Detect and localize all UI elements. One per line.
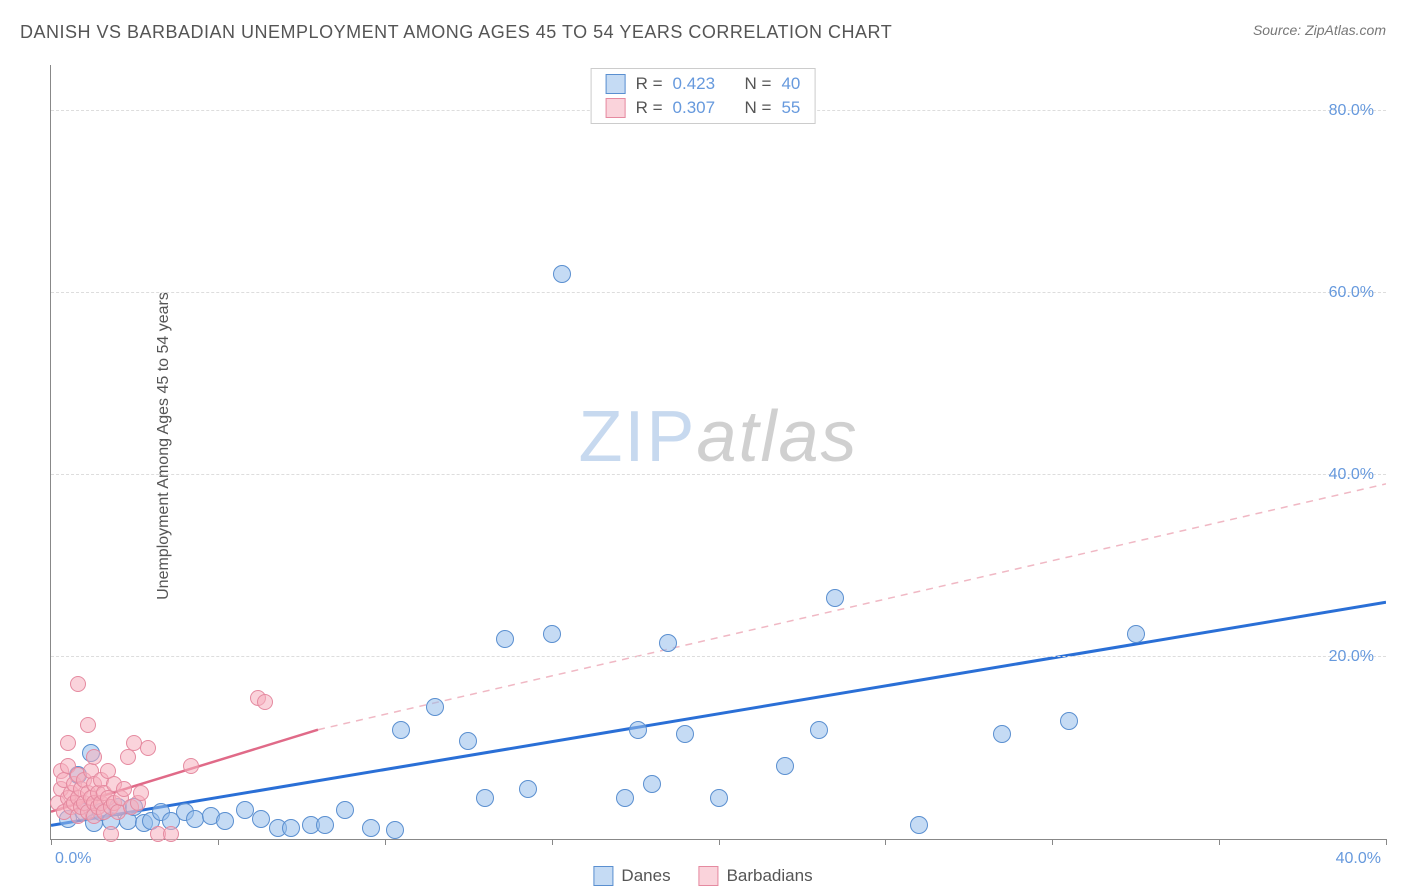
gridline (51, 292, 1386, 293)
x-tick (1219, 839, 1220, 845)
point-dane (659, 634, 677, 652)
n-label: N = (745, 74, 772, 94)
point-dane (476, 789, 494, 807)
y-tick-label: 40.0% (1329, 466, 1374, 484)
point-dane (426, 698, 444, 716)
legend-item-danes: Danes (593, 866, 670, 886)
watermark-zip: ZIP (578, 397, 696, 477)
y-tick-label: 20.0% (1329, 648, 1374, 666)
point-dane (676, 725, 694, 743)
y-tick-label: 80.0% (1329, 102, 1374, 120)
point-dane (336, 801, 354, 819)
point-dane (316, 816, 334, 834)
source-label: Source: ZipAtlas.com (1253, 22, 1386, 38)
swatch-blue-icon (593, 866, 613, 886)
point-barbadian (163, 826, 179, 842)
x-tick (885, 839, 886, 845)
chart-title: DANISH VS BARBADIAN UNEMPLOYMENT AMONG A… (20, 22, 892, 43)
point-barbadian (140, 740, 156, 756)
point-dane (710, 789, 728, 807)
point-dane (629, 721, 647, 739)
bottom-legend: Danes Barbadians (593, 866, 812, 886)
point-dane (643, 775, 661, 793)
point-dane (496, 630, 514, 648)
point-dane (810, 721, 828, 739)
gridline (51, 474, 1386, 475)
r-value-barbadians: 0.307 (673, 98, 716, 118)
point-dane (1127, 625, 1145, 643)
x-tick-right: 40.0% (1336, 850, 1381, 868)
point-dane (459, 732, 477, 750)
trend-line (318, 484, 1386, 730)
legend-label-barbadians: Barbadians (727, 866, 813, 886)
r-label: R = (636, 74, 663, 94)
n-value-danes: 40 (781, 74, 800, 94)
point-barbadian (133, 785, 149, 801)
point-dane (910, 816, 928, 834)
point-dane (776, 757, 794, 775)
r-value-danes: 0.423 (673, 74, 716, 94)
stats-legend: R = 0.423 N = 40 R = 0.307 N = 55 (591, 68, 816, 124)
stats-row-barbadians: R = 0.307 N = 55 (606, 96, 801, 120)
watermark: ZIPatlas (578, 396, 858, 478)
point-dane (993, 725, 1011, 743)
r-label: R = (636, 98, 663, 118)
point-barbadian (60, 735, 76, 751)
swatch-pink-icon (606, 98, 626, 118)
trend-lines-svg (51, 65, 1386, 839)
watermark-atlas: atlas (696, 397, 858, 477)
point-dane (186, 810, 204, 828)
x-tick (1386, 839, 1387, 845)
point-barbadian (70, 676, 86, 692)
x-tick (1052, 839, 1053, 845)
point-dane (519, 780, 537, 798)
legend-label-danes: Danes (621, 866, 670, 886)
x-tick-left: 0.0% (55, 850, 91, 868)
point-dane (216, 812, 234, 830)
x-tick (552, 839, 553, 845)
point-dane (362, 819, 380, 837)
plot-area: ZIPatlas 20.0% 40.0% 60.0% 80.0% (50, 65, 1386, 840)
x-tick (385, 839, 386, 845)
point-dane (826, 589, 844, 607)
point-barbadian (183, 758, 199, 774)
n-value-barbadians: 55 (781, 98, 800, 118)
swatch-blue-icon (606, 74, 626, 94)
point-barbadian (103, 826, 119, 842)
point-barbadian (80, 717, 96, 733)
y-tick-label: 60.0% (1329, 284, 1374, 302)
x-tick (719, 839, 720, 845)
point-dane (236, 801, 254, 819)
x-tick (51, 839, 52, 845)
swatch-pink-icon (699, 866, 719, 886)
point-barbadian (120, 749, 136, 765)
point-dane (386, 821, 404, 839)
point-dane (543, 625, 561, 643)
point-dane (553, 265, 571, 283)
point-barbadian (257, 694, 273, 710)
legend-item-barbadians: Barbadians (699, 866, 813, 886)
point-dane (616, 789, 634, 807)
point-barbadian (116, 781, 132, 797)
point-dane (282, 819, 300, 837)
stats-row-danes: R = 0.423 N = 40 (606, 72, 801, 96)
x-tick (218, 839, 219, 845)
point-dane (392, 721, 410, 739)
point-dane (1060, 712, 1078, 730)
gridline (51, 656, 1386, 657)
n-label: N = (745, 98, 772, 118)
point-barbadian (86, 749, 102, 765)
point-dane (252, 810, 270, 828)
